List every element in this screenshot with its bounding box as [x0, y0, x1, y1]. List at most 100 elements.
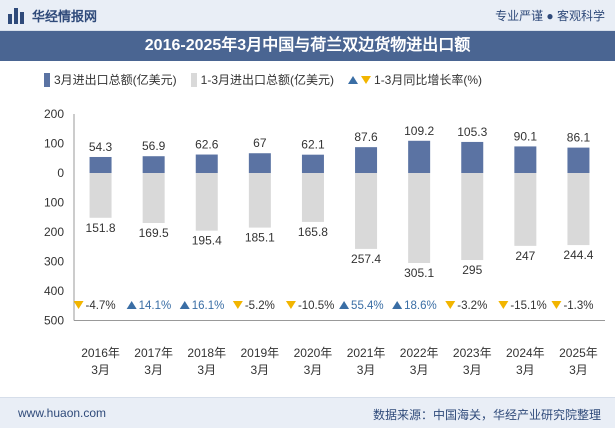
data-label-q1: 165.8	[298, 225, 328, 239]
bar-q1-total	[567, 173, 590, 246]
x-tick-label-month: 3月	[516, 363, 535, 377]
data-label-q1: 247	[515, 249, 535, 263]
growth-label: -10.5%	[298, 300, 334, 312]
x-tick-label-year: 2017年	[134, 346, 173, 360]
bar-q1-total	[514, 173, 537, 246]
bar-q1-total	[408, 173, 431, 264]
data-label-march: 56.9	[142, 139, 166, 153]
brand: 华经情报网	[8, 6, 97, 25]
growth-up-marker	[339, 301, 350, 309]
bar-march-total	[567, 147, 590, 173]
x-tick-label-month: 3月	[197, 363, 216, 377]
growth-label: 18.6%	[404, 300, 437, 312]
footer-bar: www.huaon.com 数据来源：中国海关，华经产业研究院整理	[0, 397, 615, 428]
x-tick-label-year: 2019年	[240, 346, 279, 360]
data-label-q1: 305.1	[404, 266, 434, 280]
x-tick-label-month: 3月	[251, 363, 270, 377]
bar-march-total	[142, 156, 165, 173]
y-tick-label: 300	[44, 255, 64, 269]
legend-item-q1: 1-3月进出口总额(亿美元)	[190, 71, 335, 88]
data-label-march: 109.2	[404, 124, 434, 138]
x-tick-label-month: 3月	[569, 363, 588, 377]
growth-label: -4.7%	[86, 300, 116, 312]
bar-q1-total	[461, 173, 484, 261]
data-label-march: 90.1	[514, 129, 538, 143]
bar-march-total	[301, 154, 324, 173]
growth-up-marker	[392, 301, 403, 309]
triangle-down-icon	[361, 75, 372, 84]
growth-up-marker	[126, 301, 137, 309]
growth-label: -5.2%	[245, 300, 275, 312]
bar-march-total	[408, 140, 431, 173]
data-label-q1: 257.4	[351, 252, 381, 266]
x-tick-label-year: 2024年	[506, 346, 545, 360]
data-label-q1: 185.1	[245, 231, 275, 245]
top-bar: 华经情报网 专业严谨 ● 客观科学	[0, 0, 615, 31]
data-label-q1: 244.4	[563, 248, 593, 262]
data-label-march: 67	[253, 136, 267, 150]
footer-url: www.huaon.com	[18, 406, 107, 420]
x-tick-label-year: 2025年	[559, 346, 598, 360]
bar-q1-total	[301, 173, 324, 222]
data-label-march: 54.3	[89, 140, 113, 154]
bar-march-total	[461, 141, 484, 173]
data-label-q1: 295	[462, 263, 482, 277]
bar-q1-total	[195, 173, 218, 231]
data-label-q1: 151.8	[86, 221, 116, 235]
bar-q1-total	[142, 173, 165, 224]
growth-down-marker	[232, 301, 243, 309]
y-tick-label: 200	[44, 107, 64, 121]
x-tick-label-year: 2021年	[347, 346, 386, 360]
legend-label-march: 3月进出口总额(亿美元)	[54, 73, 177, 87]
y-tick-label: 100	[44, 137, 64, 151]
x-tick-label-month: 3月	[410, 363, 429, 377]
x-tick-label-year: 2016年	[81, 346, 120, 360]
bar-march-total	[89, 156, 112, 173]
data-label-q1: 195.4	[192, 234, 222, 248]
legend-item-march: 3月进出口总额(亿美元)	[44, 71, 177, 88]
growth-label: -15.1%	[510, 300, 546, 312]
legend-swatch-q1	[190, 72, 197, 87]
data-label-march: 105.3	[457, 125, 487, 139]
bar-march-total	[355, 147, 378, 173]
growth-label: 55.4%	[351, 300, 384, 312]
x-tick-label-year: 2023年	[453, 346, 492, 360]
y-tick-label: 500	[44, 314, 64, 328]
growth-down-marker	[498, 301, 509, 309]
triangle-up-icon	[348, 75, 359, 84]
x-tick-label-month: 3月	[463, 363, 482, 377]
growth-down-marker	[445, 301, 456, 309]
growth-label: 14.1%	[139, 300, 172, 312]
data-label-march: 87.6	[354, 130, 378, 144]
legend-item-growth: 1-3月同比增长率(%)	[348, 71, 482, 88]
x-tick-label-year: 2020年	[294, 346, 333, 360]
bar-chart: 200 100 0 100 200 300 400 500 151.8 54.3 -4.7% 2016…	[44, 107, 605, 377]
growth-down-marker	[285, 301, 296, 309]
legend-label-q1: 1-3月进出口总额(亿美元)	[200, 73, 335, 87]
bar-march-total	[248, 153, 271, 173]
bar-q1-total	[248, 173, 271, 228]
x-tick-label-year: 2018年	[187, 346, 226, 360]
growth-down-marker	[73, 301, 84, 309]
x-tick-label-month: 3月	[144, 363, 163, 377]
x-tick-label-month: 3月	[357, 363, 376, 377]
growth-label: -3.2%	[457, 300, 487, 312]
y-tick-label: 200	[44, 225, 64, 239]
footer-source: 数据来源：中国海关，华经产业研究院整理	[372, 408, 601, 422]
growth-down-marker	[551, 301, 562, 309]
slogan: 专业严谨 ● 客观科学	[495, 9, 605, 23]
data-label-march: 62.6	[195, 138, 219, 152]
growth-label: -1.3%	[563, 300, 593, 312]
legend-label-growth: 1-3月同比增长率(%)	[374, 73, 483, 87]
bar-march-total	[514, 146, 537, 173]
x-tick-label-year: 2022年	[400, 346, 439, 360]
bar-march-total	[195, 154, 218, 173]
data-label-q1: 169.5	[139, 226, 169, 240]
legend-swatch-march	[44, 72, 50, 87]
chart-legend: 3月进出口总额(亿美元) 1-3月进出口总额(亿美元) 1-3月同比增长率(%)	[44, 71, 496, 88]
data-label-march: 62.1	[301, 138, 325, 152]
y-tick-label: 100	[44, 196, 64, 210]
bar-q1-total	[355, 173, 378, 249]
logo-icon	[8, 7, 26, 24]
x-tick-label-month: 3月	[304, 363, 323, 377]
